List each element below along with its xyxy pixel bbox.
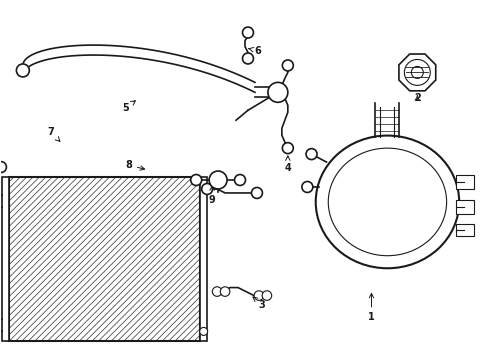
Ellipse shape: [316, 136, 459, 268]
Text: 6: 6: [249, 45, 261, 55]
Bar: [456, 200, 473, 214]
Bar: [456, 224, 473, 236]
Bar: [456, 175, 473, 189]
Circle shape: [200, 328, 208, 336]
Circle shape: [0, 162, 6, 172]
Circle shape: [306, 149, 317, 159]
Circle shape: [412, 67, 423, 78]
Circle shape: [254, 291, 264, 300]
Circle shape: [302, 181, 313, 193]
Polygon shape: [399, 54, 436, 91]
Circle shape: [282, 60, 294, 71]
Circle shape: [220, 287, 230, 296]
Circle shape: [271, 86, 284, 99]
Circle shape: [191, 175, 202, 185]
Circle shape: [268, 82, 288, 102]
Circle shape: [202, 184, 213, 194]
Circle shape: [235, 175, 245, 185]
Text: 9: 9: [209, 186, 216, 205]
Text: 4: 4: [285, 156, 291, 173]
Circle shape: [212, 287, 222, 296]
Circle shape: [251, 188, 263, 198]
Text: 1: 1: [368, 293, 375, 323]
Bar: [2, 177, 9, 341]
Circle shape: [16, 64, 29, 77]
Circle shape: [243, 27, 253, 38]
Circle shape: [209, 171, 227, 189]
Bar: [9, 177, 200, 341]
Text: 8: 8: [125, 160, 145, 170]
Text: 5: 5: [122, 101, 135, 113]
Text: 7: 7: [48, 127, 60, 141]
Bar: [200, 177, 207, 341]
Circle shape: [262, 291, 271, 300]
Text: 3: 3: [253, 297, 265, 310]
Text: 2: 2: [414, 93, 421, 103]
Circle shape: [243, 53, 253, 64]
Circle shape: [282, 143, 294, 154]
